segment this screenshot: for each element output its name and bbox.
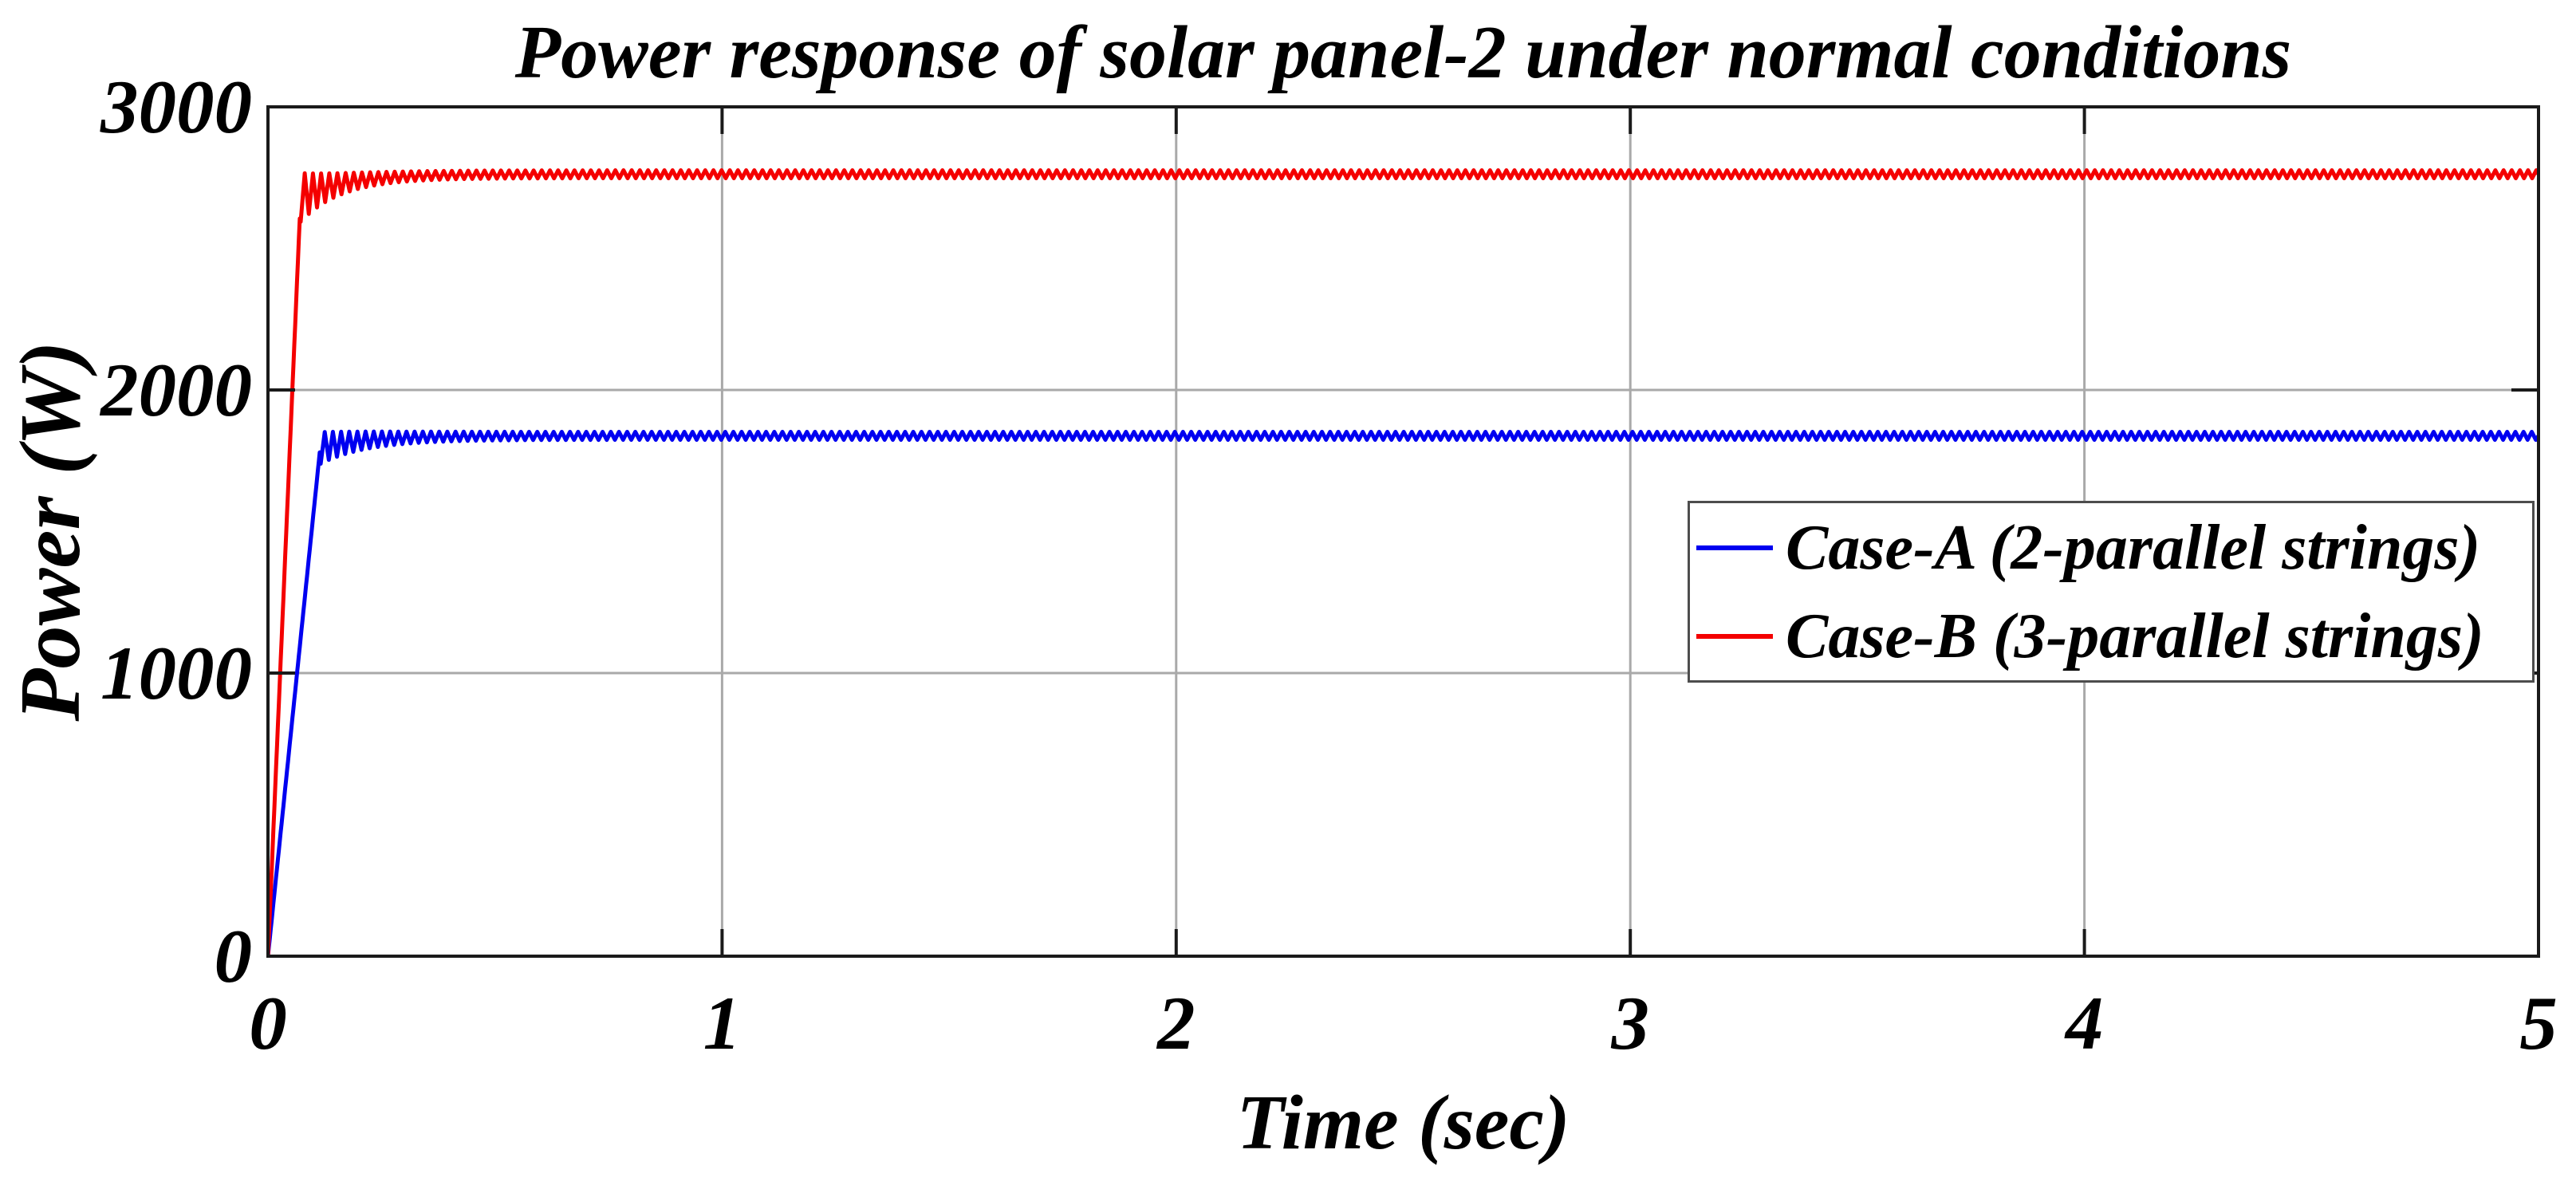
x-tick-label: 2 (1157, 981, 1195, 1065)
axes-frame (266, 105, 2540, 958)
series-curve-case-a (270, 429, 2537, 955)
legend-item-case-b: Case-B (3-parallel strings) (1696, 601, 2532, 671)
x-tick-label: 5 (2519, 981, 2558, 1065)
legend: Case-A (2-parallel strings) Case-B (3-pa… (1688, 501, 2535, 683)
legend-item-case-a: Case-A (2-parallel strings) (1696, 513, 2532, 583)
legend-label-case-a: Case-A (2-parallel strings) (1786, 512, 2481, 583)
x-tick-label: 0 (249, 981, 287, 1065)
legend-line-sample-case-b (1696, 633, 1773, 639)
y-tick-label: 0 (214, 914, 253, 998)
y-tick-label: 2000 (100, 348, 252, 432)
x-tick-label: 1 (703, 981, 742, 1065)
y-tick-label: 3000 (100, 65, 252, 149)
x-axis-label: Time (sec) (1236, 1080, 1570, 1166)
y-tick-label: 1000 (100, 631, 252, 715)
x-tick-label: 3 (1611, 981, 1649, 1065)
legend-line-sample-case-a (1696, 545, 1773, 550)
series-curve-case-b (270, 168, 2537, 955)
legend-label-case-b: Case-B (3-parallel strings) (1786, 600, 2484, 671)
x-tick-label: 4 (2065, 981, 2104, 1065)
chart-title: Power response of solar panel-2 under no… (514, 11, 2292, 94)
